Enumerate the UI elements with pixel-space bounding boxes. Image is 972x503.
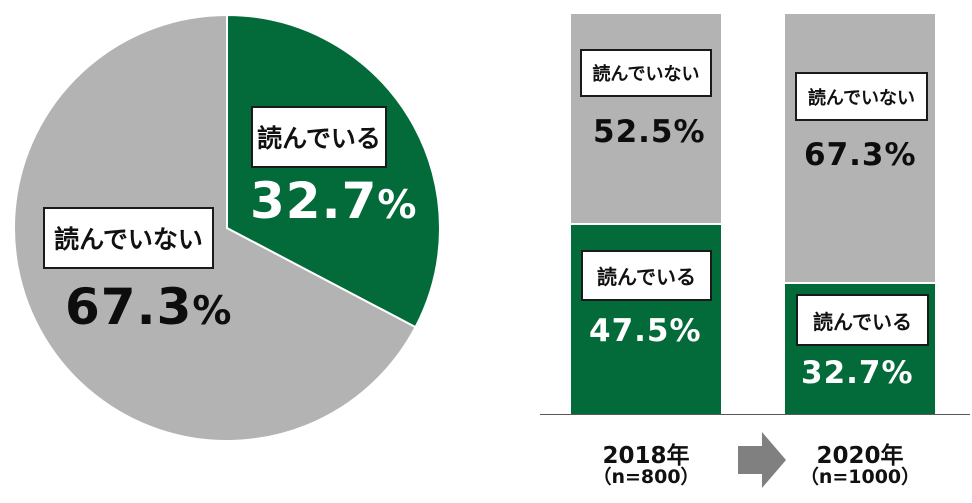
bar-2020-not-reading xyxy=(785,14,935,282)
category-label-2018: 2018年 （n=800） xyxy=(566,444,726,488)
bar-2020-value-reading-number: 32.7 xyxy=(801,355,882,391)
bar-2020-label-not-reading-text: 読んでいない xyxy=(807,87,916,109)
bar-2018-value-reading-number: 47.5 xyxy=(589,313,670,349)
bar-2018-value-not-reading-number: 52.5 xyxy=(593,114,674,150)
arrow-right-icon xyxy=(738,432,786,488)
bar-2018-not-reading xyxy=(571,14,721,223)
pie-label-reading-text: 読んでいる xyxy=(257,124,381,153)
bar-2018-label-not-reading-text: 読んでいない xyxy=(592,64,700,85)
pie-value-reading-unit: % xyxy=(377,183,418,228)
pie-value-not-reading: 67.3% xyxy=(65,278,232,336)
bar-2020-value-reading: 32.7% xyxy=(801,355,914,391)
category-n-2020: （n=1000） xyxy=(799,466,921,489)
bar-2020-value-not-reading-number: 67.3 xyxy=(804,137,885,173)
bar-2018-value-reading-unit: % xyxy=(669,313,702,349)
bar-2018-label-not-reading: 読んでいない xyxy=(580,49,712,97)
category-n-2018: （n=800） xyxy=(592,466,700,489)
x-axis-line xyxy=(540,414,970,415)
pie-slice-reading xyxy=(226,13,441,329)
pie-value-reading: 32.7% xyxy=(250,172,417,230)
bar-2020-value-reading-unit: % xyxy=(881,355,914,391)
pie-label-not-reading: 読んでいない xyxy=(43,207,214,269)
bar-2018-value-not-reading-unit: % xyxy=(673,114,706,150)
bar-2020-label-not-reading: 読んでいない xyxy=(795,72,928,121)
bar-2020-label-reading-text: 読んでいる xyxy=(813,309,912,334)
bar-2018-value-not-reading: 52.5% xyxy=(593,114,706,150)
category-year-2020: 2020年 xyxy=(816,443,904,469)
bar-2020-value-not-reading: 67.3% xyxy=(804,137,917,173)
pie-slice-not-reading xyxy=(13,13,417,442)
pie-label-not-reading-text: 読んでいない xyxy=(54,225,203,254)
pie-chart xyxy=(13,13,441,442)
bar-2018-value-reading: 47.5% xyxy=(589,313,702,349)
bar-2018-label-reading-text: 読んでいる xyxy=(597,265,696,289)
pie-value-not-reading-unit: % xyxy=(192,289,233,334)
category-label-2020: 2020年 （n=1000） xyxy=(780,444,940,488)
pie-label-reading: 読んでいる xyxy=(251,106,387,168)
bar-2020-label-reading: 読んでいる xyxy=(796,294,929,346)
bar-2018-label-reading: 読んでいる xyxy=(581,250,712,301)
pie-value-not-reading-number: 67.3 xyxy=(65,278,193,336)
pie-value-reading-number: 32.7 xyxy=(250,172,378,230)
category-year-2018: 2018年 xyxy=(602,443,690,469)
bar-2020-value-not-reading-unit: % xyxy=(884,137,917,173)
